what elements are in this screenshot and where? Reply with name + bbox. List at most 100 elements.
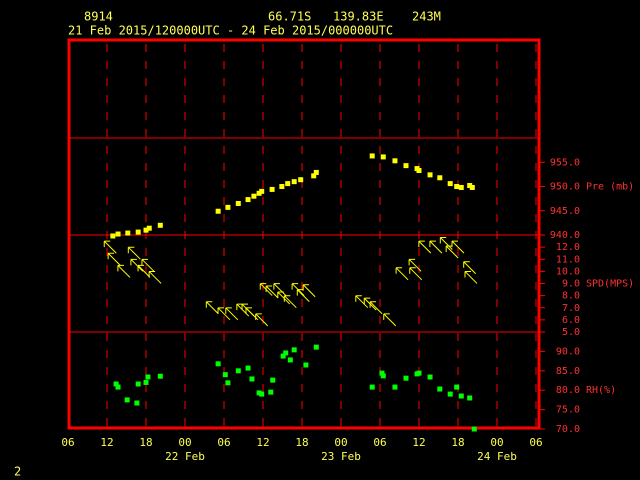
point [458, 393, 464, 399]
point [458, 184, 464, 190]
arrow-shape [265, 285, 279, 299]
point [259, 188, 265, 194]
period: 21 Feb 2015/120000UTC - 24 Feb 2015/0000… [68, 24, 393, 38]
elevation: 243M [412, 10, 441, 24]
wind-arrow [205, 301, 219, 315]
wind-arrow [302, 284, 316, 298]
point [287, 357, 293, 363]
y-tick-label: 11.0 [556, 254, 580, 265]
arrow-shape [130, 258, 144, 272]
point [134, 400, 140, 406]
arrow-shape [137, 264, 151, 278]
point [291, 347, 297, 353]
arrow-shape [395, 267, 409, 281]
date-label: 24 Feb [477, 450, 517, 463]
point [145, 374, 151, 380]
y-tick-label: 5.0 [562, 327, 580, 338]
point [467, 395, 473, 401]
date-label: 22 Feb [165, 450, 205, 463]
frame [67, 38, 541, 430]
point [283, 350, 289, 356]
point [235, 368, 241, 374]
arrow-shape [255, 313, 269, 327]
wind-arrow [409, 267, 423, 281]
point [313, 344, 319, 350]
point [447, 391, 453, 397]
point [268, 389, 274, 395]
arrow-shape [141, 258, 155, 272]
arrow-shape [103, 240, 117, 254]
date-label: 23 Feb [321, 450, 361, 463]
point [110, 233, 116, 239]
axis-label: RH(%) [586, 385, 616, 396]
wind-arrow [103, 240, 117, 254]
point [279, 184, 285, 189]
y-tick-label: 950.0 [550, 182, 580, 193]
arrow-shape [408, 258, 422, 272]
arrow-shape [383, 313, 397, 327]
wind-arrow [236, 303, 250, 317]
axis-label: SPD(MPS) [586, 279, 634, 290]
arrow-shape [418, 240, 432, 254]
wind-arrow [130, 258, 144, 272]
point [303, 362, 309, 368]
point [454, 384, 460, 390]
point [125, 230, 131, 236]
point [259, 391, 265, 397]
point [447, 181, 453, 187]
point [380, 154, 386, 160]
point [225, 380, 231, 386]
y-tick-label: 940.0 [550, 230, 580, 241]
y-tick-label: 8.0 [562, 291, 580, 302]
x-tick-label: 00 [490, 436, 503, 449]
x-tick-label: 18 [451, 436, 464, 449]
wind-arrow [383, 313, 397, 327]
point [285, 181, 291, 187]
wind-arrow [127, 246, 141, 260]
station-id: 8914 [84, 10, 113, 24]
point [256, 190, 262, 196]
axis-label: Pre (mb) [586, 182, 634, 193]
wind-arrow [107, 252, 121, 266]
wind-arrow [439, 236, 453, 250]
wind-arrow [445, 245, 459, 259]
point [249, 376, 255, 382]
point [311, 173, 317, 179]
arrow-shape [283, 295, 297, 309]
y-tick-label: 85.0 [556, 366, 580, 377]
wind-arrow [464, 270, 478, 284]
point [146, 225, 152, 231]
point [143, 227, 149, 233]
arrow-shape [225, 307, 239, 321]
y-tick-label: 945.0 [550, 206, 580, 217]
y-tick-label: 90.0 [556, 346, 580, 357]
arrow-shape [463, 261, 477, 275]
wind-arrow [429, 240, 443, 254]
wind-arrow [265, 285, 279, 299]
point [115, 384, 121, 390]
point [135, 381, 141, 387]
arrow-shape [273, 283, 287, 296]
point [135, 229, 141, 235]
point [113, 381, 119, 387]
point [245, 365, 251, 371]
x-tick-label: 12 [256, 436, 269, 449]
point [115, 231, 121, 237]
point [392, 384, 398, 390]
x-tick-label: 18 [139, 436, 152, 449]
point [437, 386, 443, 392]
wind-arrow [273, 283, 287, 296]
y-tick-label: 9.0 [562, 279, 580, 290]
point [215, 208, 221, 214]
arrow-shape [107, 252, 121, 266]
x-tick-label: 06 [529, 436, 542, 449]
wind-arrow [225, 307, 239, 321]
point [313, 169, 319, 175]
page-number: 2 [14, 465, 21, 479]
point [380, 373, 386, 379]
arrow-shape [439, 236, 453, 250]
wind-arrow [451, 240, 465, 254]
wind-arrow [395, 267, 409, 281]
point [245, 197, 251, 203]
